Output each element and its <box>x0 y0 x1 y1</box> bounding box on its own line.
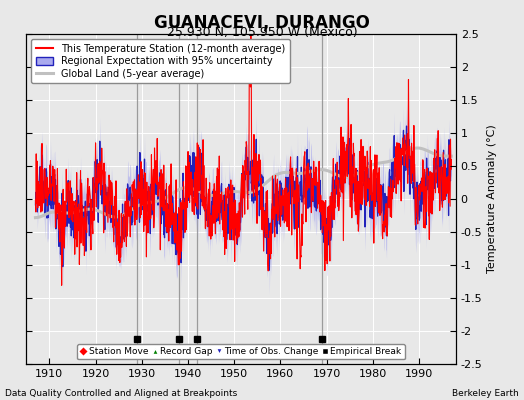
Y-axis label: Temperature Anomaly (°C): Temperature Anomaly (°C) <box>487 125 497 273</box>
Text: 25.930 N, 105.950 W (Mexico): 25.930 N, 105.950 W (Mexico) <box>167 26 357 39</box>
Legend: Station Move, Record Gap, Time of Obs. Change, Empirical Break: Station Move, Record Gap, Time of Obs. C… <box>78 344 405 360</box>
Text: Berkeley Earth: Berkeley Earth <box>452 389 519 398</box>
Text: Data Quality Controlled and Aligned at Breakpoints: Data Quality Controlled and Aligned at B… <box>5 389 237 398</box>
Text: GUANACEVI, DURANGO: GUANACEVI, DURANGO <box>154 14 370 32</box>
